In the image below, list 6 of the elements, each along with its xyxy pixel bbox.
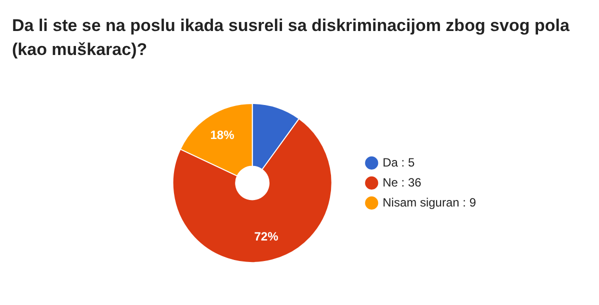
data-label: 72% [254,230,279,244]
legend-label: Nisam siguran : 9 [382,195,476,210]
legend-label: Da : 5 [382,155,415,170]
chart-title: Da li ste se na poslu ikada susreli sa diskriminacijom zbog svog pola (kao muškarac)? [12,15,570,61]
legend-label: Ne : 36 [382,175,422,190]
data-label: 18% [210,128,235,142]
